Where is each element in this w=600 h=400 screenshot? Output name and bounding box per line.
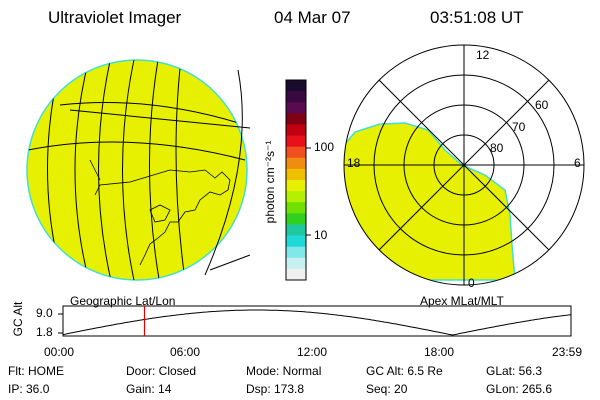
colorbar-band xyxy=(286,246,306,259)
geographic-latitude: GLat: 56.3 xyxy=(486,364,543,378)
dsp-status: Dsp: 173.8 xyxy=(246,382,305,396)
mlat-label-60: 60 xyxy=(535,98,549,112)
coastline xyxy=(89,159,101,181)
latitude-line xyxy=(27,141,246,161)
colorbar-band xyxy=(286,168,306,181)
time-tick-1800: 18:00 xyxy=(424,345,455,359)
coastline xyxy=(149,204,171,223)
mlt-label-6: 6 xyxy=(574,156,581,170)
mlt-label-0: 0 xyxy=(468,276,475,290)
latitude-line xyxy=(209,254,251,271)
colorbar-band xyxy=(286,257,306,270)
colorbar-band xyxy=(286,91,306,103)
longitude-line xyxy=(74,60,91,280)
latitude-line xyxy=(59,102,246,126)
mlt-label-18: 18 xyxy=(347,156,361,170)
gc-altitude-status: GC Alt: 6.5 Re xyxy=(366,364,443,378)
earth-disk xyxy=(26,59,248,281)
altitude-plot-frame xyxy=(62,305,572,337)
colorbar-band xyxy=(286,80,306,92)
colorbar-band xyxy=(286,157,306,170)
mlt-label-12: 12 xyxy=(476,48,490,62)
coastline xyxy=(94,169,231,266)
colorbar-band xyxy=(286,224,306,237)
ip-status: IP: 36.0 xyxy=(8,382,50,396)
colorbar-band xyxy=(286,146,306,159)
longitude-line xyxy=(204,69,243,276)
colorbar-band xyxy=(286,180,306,192)
colorbar-band xyxy=(286,202,306,214)
altitude-ytick-1.8: 1.8 xyxy=(36,325,53,339)
colorbar-tick-10: 10 xyxy=(314,228,328,242)
colorbar-band xyxy=(286,124,306,137)
instrument-title: Ultraviolet Imager xyxy=(48,8,182,27)
time-label: 03:51:08 UT xyxy=(430,8,524,27)
mlat-label-70: 70 xyxy=(512,120,526,134)
longitude-line xyxy=(122,60,136,280)
filter-status: Flt: HOME xyxy=(8,364,64,378)
longitude-line xyxy=(98,60,113,280)
colorbar-band xyxy=(286,235,306,248)
colorbar-band xyxy=(286,213,306,225)
colorbar-band xyxy=(286,102,306,114)
longitude-line xyxy=(175,67,186,280)
colorbar-band xyxy=(286,135,306,148)
time-tick-0000: 00:00 xyxy=(44,345,75,359)
altitude-ylabel: GC Alt xyxy=(11,301,25,337)
door-status: Door: Closed xyxy=(126,364,197,378)
time-tick-1200: 12:00 xyxy=(297,345,328,359)
mlt-line xyxy=(378,79,550,251)
colorbar-frame xyxy=(285,79,307,281)
mlat-label-80: 80 xyxy=(490,141,504,155)
geographic-longitude: GLon: 265.6 xyxy=(486,382,553,396)
mode-status: Mode: Normal xyxy=(246,364,322,378)
altitude-ytick-9: 9.0 xyxy=(36,306,53,320)
longitude-line xyxy=(149,60,161,280)
sequence-status: Seq: 20 xyxy=(366,382,408,396)
date-label: 04 Mar 07 xyxy=(274,8,351,27)
latitude-line xyxy=(69,109,251,129)
colorbar-band xyxy=(286,191,306,203)
time-tick-0600: 06:00 xyxy=(170,345,201,359)
time-tick-2359: 23:59 xyxy=(552,345,583,359)
colorbar-band xyxy=(286,113,306,125)
geo-panel-label: Geographic Lat/Lon xyxy=(70,294,176,308)
altitude-curve xyxy=(62,309,572,336)
colorbar-band xyxy=(286,268,306,281)
gain-status: Gain: 14 xyxy=(126,382,172,396)
polar-panel-label: Apex MLat/MLT xyxy=(420,294,504,308)
colorbar-tick-100: 100 xyxy=(314,140,335,154)
